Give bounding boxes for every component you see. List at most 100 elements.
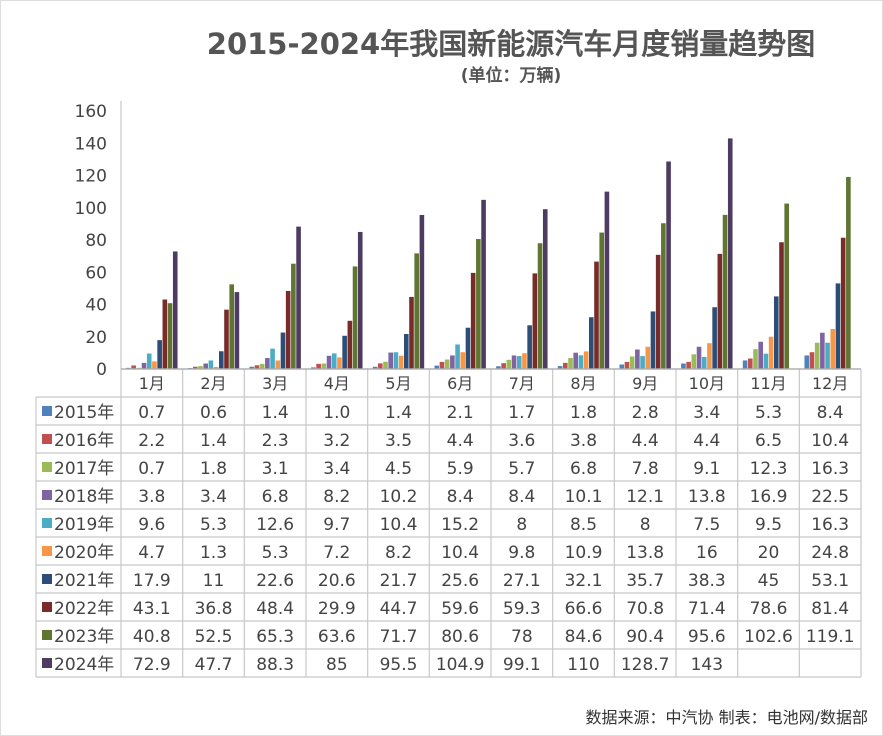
bar-2021年-11月: [774, 296, 779, 369]
bar-2020年-12月: [830, 329, 836, 369]
bar-2021年-4月: [342, 335, 347, 369]
table-cell: 71.7: [380, 627, 418, 647]
table-cell: 8.4: [508, 487, 535, 507]
table-cell: 10.1: [565, 487, 603, 507]
bar-2021年-5月: [404, 334, 409, 369]
bar-2022年-4月: [347, 320, 353, 369]
table-cell: 1.4: [385, 403, 412, 423]
bar-2024年-5月: [419, 215, 425, 369]
table-cell: 8.5: [570, 515, 597, 535]
table-cell: 95.5: [380, 655, 418, 675]
table-cell: 4.5: [385, 459, 412, 479]
legend-label: 2024年: [54, 655, 114, 675]
bar-2020年-11月: [768, 336, 774, 369]
table-cell: 8.4: [817, 403, 844, 423]
table-cell: 1.8: [200, 459, 227, 479]
bar-2018年-1月: [141, 362, 147, 369]
table-cell: 10.4: [811, 431, 849, 451]
bar-2023年-9月: [661, 223, 666, 369]
bar-2017年-5月: [383, 361, 388, 369]
bar-2019年-3月: [270, 348, 275, 369]
table-cell: 102.6: [744, 627, 793, 647]
table-cell: 5.9: [447, 459, 474, 479]
bar-2019年-5月: [393, 352, 399, 369]
x-tick-label: 9月: [632, 374, 658, 393]
bar-2022年-6月: [470, 272, 476, 369]
table-cell: 6.8: [570, 459, 597, 479]
table-cell: 88.3: [256, 655, 294, 675]
bar-2021年-9月: [650, 311, 656, 369]
bar-2018年-5月: [388, 352, 393, 369]
bar-2016年-9月: [624, 361, 630, 369]
table-cell: 0.7: [138, 459, 165, 479]
table-cell: 99.1: [503, 655, 541, 675]
table-cell: 59.3: [503, 599, 541, 619]
table-cell: 36.8: [195, 599, 233, 619]
bar-2024年-9月: [666, 161, 671, 369]
bar-2022年-11月: [779, 242, 784, 369]
bar-2016年-3月: [254, 365, 260, 369]
bar-2018年-6月: [450, 355, 455, 369]
table-cell: 128.7: [621, 655, 670, 675]
bar-2016年-12月: [809, 352, 815, 369]
table-cell: 22.5: [811, 487, 849, 507]
table-cell: 80.6: [441, 627, 479, 647]
table-cell: 52.5: [195, 627, 233, 647]
table-cell: 27.1: [503, 571, 541, 591]
bar-2018年-11月: [758, 341, 763, 369]
bar-2017年-12月: [814, 342, 820, 369]
bar-2018年-12月: [820, 332, 825, 369]
table-cell: 6.8: [262, 487, 289, 507]
table-cell: 7.2: [323, 543, 350, 563]
x-tick-label: 11月: [750, 374, 786, 393]
table-cell: 5.3: [262, 543, 289, 563]
table-cell: 119.1: [806, 627, 855, 647]
table-cell: 12.3: [750, 459, 788, 479]
bar-2019年-9月: [640, 356, 645, 369]
legend-label: 2023年: [54, 627, 114, 647]
bar-2015年-9月: [619, 364, 625, 369]
bar-2024年-3月: [296, 226, 301, 369]
bar-2022年-9月: [655, 254, 661, 369]
table-cell: 2.8: [632, 403, 659, 423]
bar-2024年-4月: [357, 231, 363, 369]
table-cell: 0.7: [138, 403, 165, 423]
bar-2023年-11月: [784, 203, 789, 369]
bar-2016年-5月: [378, 363, 383, 369]
legend-swatch-2023年: [42, 630, 52, 640]
table-cell: 25.6: [441, 571, 479, 591]
x-tick-label: 3月: [262, 374, 288, 393]
x-tick-label: 7月: [509, 374, 535, 393]
bar-2020年-5月: [398, 355, 404, 369]
table-cell: 65.3: [256, 627, 294, 647]
table-cell: 8: [640, 515, 651, 535]
table-cell: 8.4: [447, 487, 474, 507]
table-cell: 1.4: [262, 403, 289, 423]
y-tick-label: 100: [75, 199, 107, 219]
legend-label: 2018年: [54, 487, 114, 507]
table-cell: 0.6: [200, 403, 227, 423]
bar-2019年-6月: [455, 344, 460, 369]
table-cell: 15.2: [441, 515, 479, 535]
y-tick-label: 80: [85, 231, 107, 251]
table-cell: 45: [758, 571, 780, 591]
legend-swatch-2017年: [42, 462, 52, 472]
table-cell: 13.8: [688, 487, 726, 507]
table-cell: 48.4: [256, 599, 294, 619]
legend-label: 2019年: [54, 515, 114, 535]
chart-subtitle: (单位：万辆): [460, 66, 562, 86]
table-cell: 10.9: [565, 543, 603, 563]
table-cell: 13.8: [626, 543, 664, 563]
table-cell: 9.5: [755, 515, 782, 535]
bar-2020年-4月: [337, 357, 342, 369]
table-cell: 3.4: [323, 459, 350, 479]
legend-swatch-2015年: [42, 406, 52, 416]
bar-2018年-3月: [265, 358, 270, 369]
table-cell: 16: [696, 543, 718, 563]
bar-2017年-3月: [259, 364, 265, 369]
bar-2017年-8月: [568, 358, 573, 369]
legend-label: 2015年: [54, 403, 114, 423]
table-cell: 7.8: [632, 459, 659, 479]
bar-2018年-2月: [203, 363, 208, 369]
x-tick-label: 1月: [139, 374, 165, 393]
